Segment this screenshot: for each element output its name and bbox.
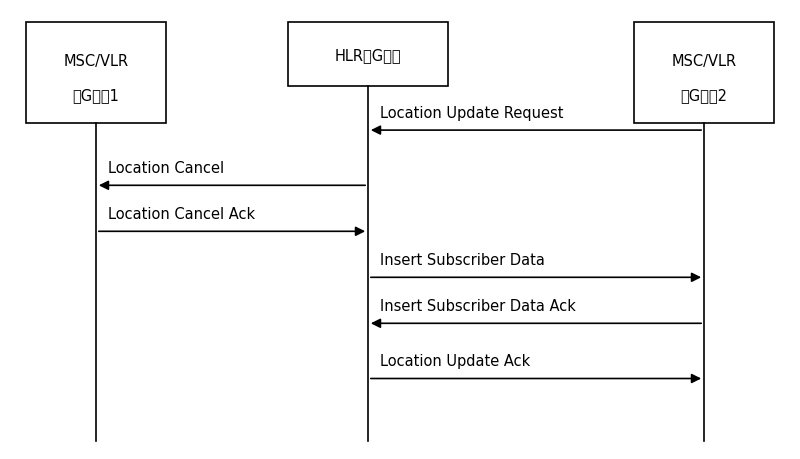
Bar	[288, 23, 448, 87]
Text: MSC/VLR: MSC/VLR	[63, 54, 129, 69]
Text: HLR（G网）: HLR（G网）	[334, 48, 402, 62]
Text: （G网）2: （G网）2	[681, 88, 727, 103]
Text: Location Update Request: Location Update Request	[380, 106, 563, 121]
Bar	[26, 23, 166, 124]
Text: Location Cancel: Location Cancel	[108, 161, 224, 176]
Text: Location Update Ack: Location Update Ack	[380, 353, 530, 369]
Text: Insert Subscriber Data Ack: Insert Subscriber Data Ack	[380, 298, 576, 313]
Text: Insert Subscriber Data: Insert Subscriber Data	[380, 252, 545, 268]
Text: MSC/VLR: MSC/VLR	[671, 54, 737, 69]
Text: Location Cancel Ack: Location Cancel Ack	[108, 207, 255, 222]
Text: （G网）1: （G网）1	[73, 88, 119, 103]
Bar	[634, 23, 774, 124]
